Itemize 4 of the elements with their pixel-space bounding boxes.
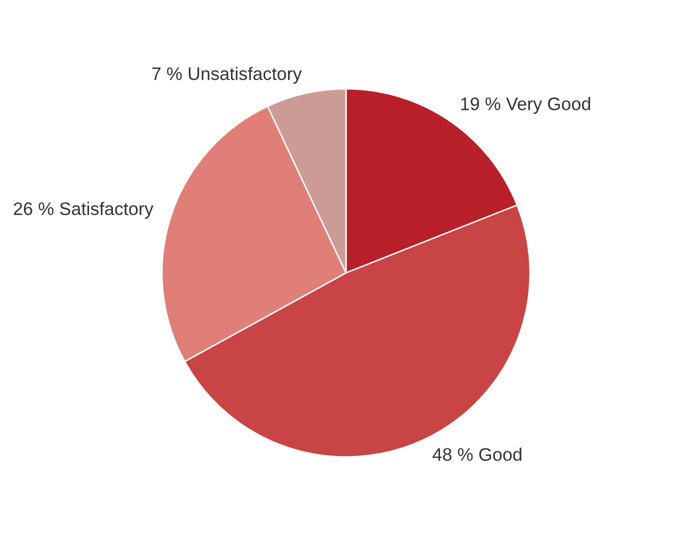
slice-label: 7 % Unsatisfactory <box>152 66 302 84</box>
slice-label: 48 % Good <box>432 448 522 461</box>
slice-label: 19 % Very Good <box>461 96 590 114</box>
slice-label: 26 % Satisfactory <box>14 202 154 219</box>
